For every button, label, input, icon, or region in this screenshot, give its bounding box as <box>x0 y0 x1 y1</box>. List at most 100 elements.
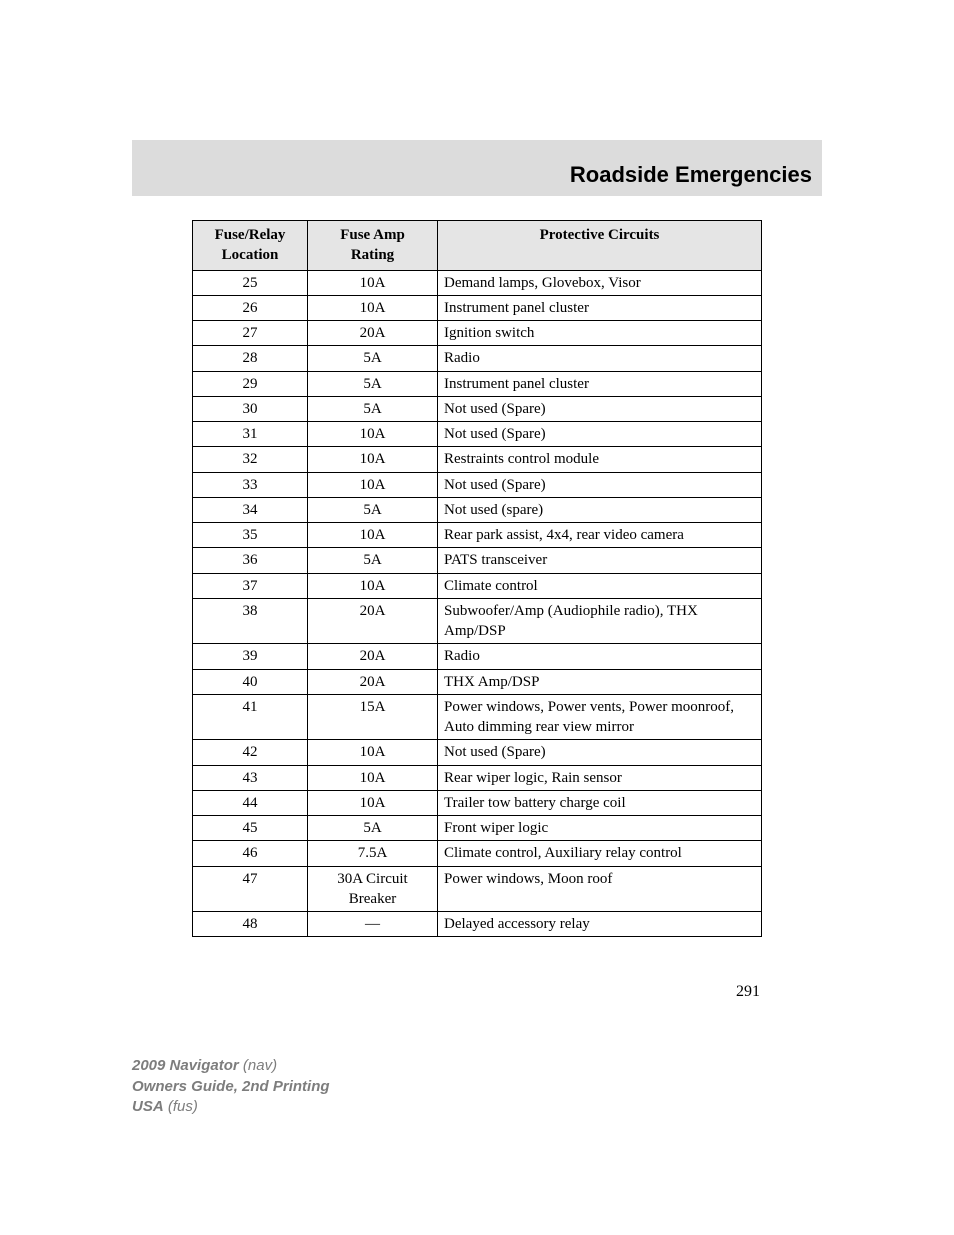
table-header: Fuse/Relay Location Fuse Amp Rating Prot… <box>193 221 762 271</box>
page-number: 291 <box>132 983 822 1001</box>
cell-location: 45 <box>193 816 308 841</box>
cell-protective-circuits: Demand lamps, Glovebox, Visor <box>438 270 762 295</box>
cell-protective-circuits: Instrument panel cluster <box>438 295 762 320</box>
cell-protective-circuits: Climate control <box>438 573 762 598</box>
cell-protective-circuits: Ignition switch <box>438 321 762 346</box>
cell-amp-rating: 10A <box>308 765 438 790</box>
cell-protective-circuits: Not used (Spare) <box>438 396 762 421</box>
col-header-circuits: Protective Circuits <box>438 221 762 271</box>
cell-amp-rating: 10A <box>308 270 438 295</box>
table-row: 2510ADemand lamps, Glovebox, Visor <box>193 270 762 295</box>
table-row: 4115APower windows, Power vents, Power m… <box>193 694 762 740</box>
col-header-amp-l1: Fuse Amp <box>340 227 405 243</box>
cell-protective-circuits: Power windows, Power vents, Power moonro… <box>438 694 762 740</box>
cell-location: 28 <box>193 346 308 371</box>
cell-protective-circuits: Rear wiper logic, Rain sensor <box>438 765 762 790</box>
cell-location: 39 <box>193 644 308 669</box>
col-header-location-l2: Location <box>222 247 279 263</box>
cell-location: 34 <box>193 497 308 522</box>
cell-protective-circuits: Not used (spare) <box>438 497 762 522</box>
table-row: 4310ARear wiper logic, Rain sensor <box>193 765 762 790</box>
table-row: 455AFront wiper logic <box>193 816 762 841</box>
cell-protective-circuits: Instrument panel cluster <box>438 371 762 396</box>
section-header-bar: Roadside Emergencies <box>132 140 822 196</box>
table-row: 3310ANot used (Spare) <box>193 472 762 497</box>
table-row: 2610AInstrument panel cluster <box>193 295 762 320</box>
table-row: 3820ASubwoofer/Amp (Audiophile radio), T… <box>193 598 762 644</box>
page-content: Roadside Emergencies Fuse/Relay Location… <box>0 0 954 1001</box>
cell-protective-circuits: THX Amp/DSP <box>438 669 762 694</box>
cell-location: 43 <box>193 765 308 790</box>
footer-line-3: USA (fus) <box>132 1097 330 1117</box>
cell-location: 40 <box>193 669 308 694</box>
cell-location: 46 <box>193 841 308 866</box>
footer-vehicle-code: (nav) <box>243 1057 277 1074</box>
section-title: Roadside Emergencies <box>570 162 812 188</box>
cell-amp-rating: 10A <box>308 790 438 815</box>
cell-location: 48 <box>193 912 308 937</box>
cell-protective-circuits: Delayed accessory relay <box>438 912 762 937</box>
cell-location: 41 <box>193 694 308 740</box>
cell-protective-circuits: Not used (Spare) <box>438 740 762 765</box>
col-header-circuits-l1: Protective Circuits <box>540 227 660 243</box>
table-row: 295AInstrument panel cluster <box>193 371 762 396</box>
cell-protective-circuits: Restraints control module <box>438 447 762 472</box>
cell-amp-rating: 30A Circuit Breaker <box>308 866 438 912</box>
table-row: 4730A Circuit BreakerPower windows, Moon… <box>193 866 762 912</box>
table-row: 4020ATHX Amp/DSP <box>193 669 762 694</box>
cell-location: 30 <box>193 396 308 421</box>
cell-amp-rating: — <box>308 912 438 937</box>
cell-amp-rating: 20A <box>308 321 438 346</box>
cell-protective-circuits: Rear park assist, 4x4, rear video camera <box>438 523 762 548</box>
cell-amp-rating: 10A <box>308 295 438 320</box>
cell-amp-rating: 10A <box>308 472 438 497</box>
table-row: 4210ANot used (Spare) <box>193 740 762 765</box>
cell-location: 31 <box>193 422 308 447</box>
cell-location: 42 <box>193 740 308 765</box>
cell-protective-circuits: Not used (Spare) <box>438 422 762 447</box>
footer-region-code: (fus) <box>168 1098 198 1115</box>
cell-location: 33 <box>193 472 308 497</box>
col-header-amp: Fuse Amp Rating <box>308 221 438 271</box>
cell-amp-rating: 15A <box>308 694 438 740</box>
cell-protective-circuits: Subwoofer/Amp (Audiophile radio), THX Am… <box>438 598 762 644</box>
footer-region: USA <box>132 1098 164 1115</box>
cell-location: 25 <box>193 270 308 295</box>
cell-location: 32 <box>193 447 308 472</box>
cell-protective-circuits: Front wiper logic <box>438 816 762 841</box>
footer-line-1: 2009 Navigator (nav) <box>132 1056 330 1076</box>
footer-line-2: Owners Guide, 2nd Printing <box>132 1077 330 1097</box>
cell-protective-circuits: Trailer tow battery charge coil <box>438 790 762 815</box>
table-row: 48—Delayed accessory relay <box>193 912 762 937</box>
table-row: 3110ANot used (Spare) <box>193 422 762 447</box>
cell-location: 26 <box>193 295 308 320</box>
table-row: 4410ATrailer tow battery charge coil <box>193 790 762 815</box>
cell-amp-rating: 5A <box>308 371 438 396</box>
table-row: 3210ARestraints control module <box>193 447 762 472</box>
cell-protective-circuits: Radio <box>438 644 762 669</box>
table-row: 3920ARadio <box>193 644 762 669</box>
cell-amp-rating: 20A <box>308 644 438 669</box>
cell-location: 35 <box>193 523 308 548</box>
fuse-relay-table: Fuse/Relay Location Fuse Amp Rating Prot… <box>192 220 762 937</box>
cell-amp-rating: 5A <box>308 497 438 522</box>
table-row: 2720AIgnition switch <box>193 321 762 346</box>
footer-block: 2009 Navigator (nav) Owners Guide, 2nd P… <box>132 1056 330 1117</box>
cell-amp-rating: 10A <box>308 573 438 598</box>
cell-amp-rating: 5A <box>308 548 438 573</box>
cell-location: 29 <box>193 371 308 396</box>
cell-location: 37 <box>193 573 308 598</box>
footer-guide: Owners Guide, 2nd Printing <box>132 1078 330 1095</box>
table-row: 285ARadio <box>193 346 762 371</box>
cell-amp-rating: 5A <box>308 396 438 421</box>
footer-vehicle: 2009 Navigator <box>132 1057 239 1074</box>
col-header-amp-l2: Rating <box>351 247 394 263</box>
cell-location: 27 <box>193 321 308 346</box>
table-row: 3710AClimate control <box>193 573 762 598</box>
table-row: 345ANot used (spare) <box>193 497 762 522</box>
cell-location: 47 <box>193 866 308 912</box>
cell-amp-rating: 5A <box>308 816 438 841</box>
table-row: 305ANot used (Spare) <box>193 396 762 421</box>
cell-location: 44 <box>193 790 308 815</box>
cell-amp-rating: 10A <box>308 422 438 447</box>
